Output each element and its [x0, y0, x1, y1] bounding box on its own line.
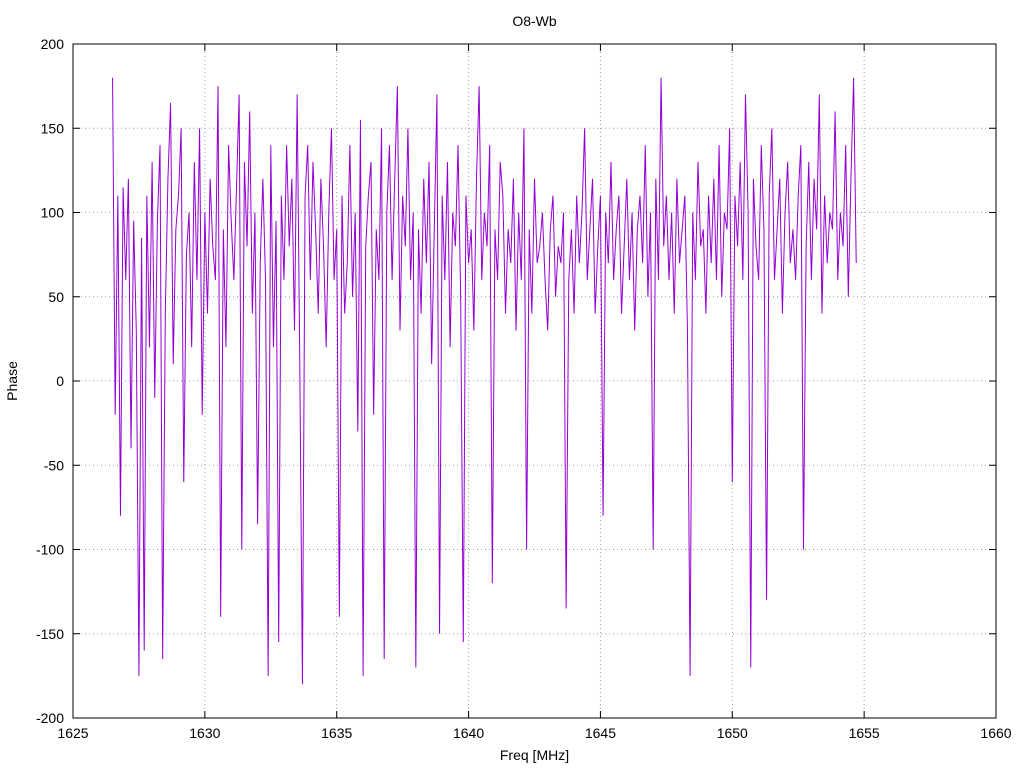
y-tick-label: 50: [48, 289, 64, 305]
x-axis-label: Freq [MHz]: [500, 747, 569, 763]
y-axis-label: Phase: [4, 361, 20, 401]
grid: [73, 44, 996, 718]
x-tick-label: 1645: [585, 725, 616, 741]
trace-group: [112, 77, 857, 685]
x-tick-label: 1630: [189, 725, 220, 741]
y-tick-label: 150: [41, 120, 65, 136]
x-tick-label: 1640: [453, 725, 484, 741]
y-tick-label: 200: [41, 36, 65, 52]
y-tick-label: -200: [36, 710, 64, 726]
y-tick-label: -100: [36, 542, 64, 558]
y-tick-label: 0: [56, 373, 64, 389]
x-tick-label: 1650: [717, 725, 748, 741]
y-tick-label: 100: [41, 205, 65, 221]
x-tick-label: 1625: [57, 725, 88, 741]
ticks: 1625 1630 1635 1640 1645 1650 1655 1660 -200 -150…: [36, 36, 1012, 741]
x-tick-label: 1635: [321, 725, 352, 741]
phase-trace: [112, 77, 857, 685]
y-tick-label: -50: [44, 457, 64, 473]
y-tick-label: -150: [36, 626, 64, 642]
x-tick-label: 1655: [849, 725, 880, 741]
chart-title: O8-Wb: [512, 13, 557, 29]
x-tick-label: 1660: [980, 725, 1011, 741]
